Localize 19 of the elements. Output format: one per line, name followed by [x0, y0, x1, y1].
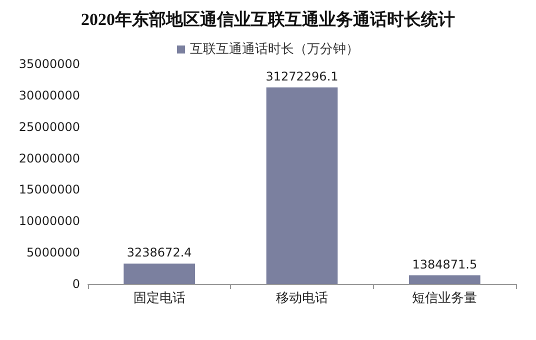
x-tick-label: 短信业务量: [412, 291, 478, 306]
data-label: 31272296.1: [266, 69, 338, 84]
bar: [266, 87, 338, 284]
data-label: 1384871.5: [412, 257, 478, 272]
y-tick-label: 35000000: [18, 57, 80, 71]
y-tick-label: 20000000: [18, 151, 80, 166]
bar: [124, 264, 195, 284]
x-tick-label: 移动电话: [276, 291, 328, 306]
y-tick-label: 25000000: [18, 120, 80, 134]
y-tick-label: 5000000: [26, 246, 80, 260]
legend-label: 互联互通通话时长（万分钟）: [190, 42, 359, 57]
bar: [409, 275, 480, 284]
y-tick-label: 30000000: [18, 88, 80, 102]
y-tick-label: 10000000: [18, 214, 80, 228]
x-tick-label: 固定电话: [133, 291, 186, 306]
y-tick-label: 0: [72, 277, 80, 291]
chart-title: 2020年东部地区通信业互联互通业务通话时长统计: [81, 10, 455, 29]
y-tick-label: 15000000: [18, 182, 80, 197]
data-label: 3238672.4: [126, 246, 192, 260]
